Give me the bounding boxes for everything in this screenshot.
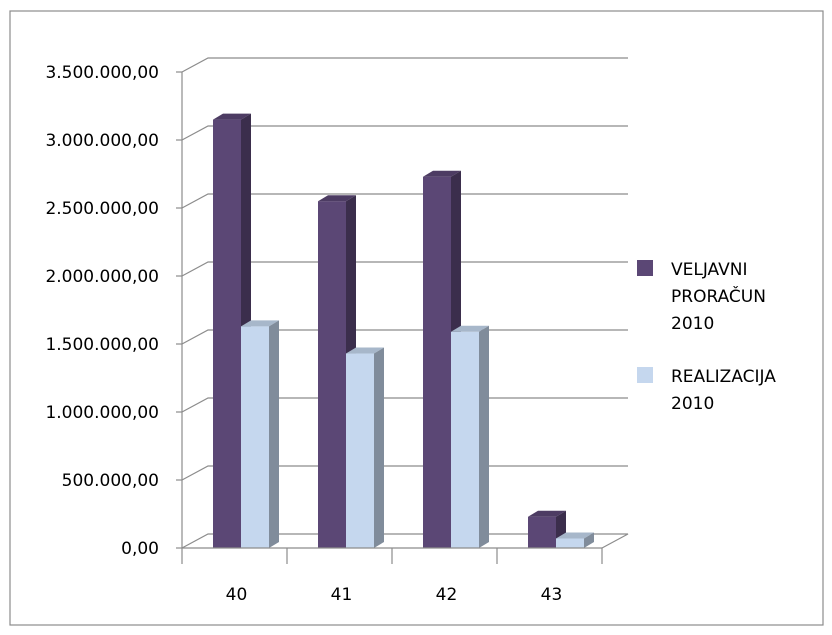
y-tick-label: 1.500.000,00 [45,335,159,355]
bar-top-face [556,532,594,539]
y-axis-tick-labels: 0,00 500.000,00 1.000.000,00 1.500.000,0… [45,63,159,559]
bar-top-face [346,347,384,354]
bar-top-face [318,195,356,202]
bar [241,320,279,548]
legend-label-line: REALIZACIJA [671,367,776,387]
bar-front-face [451,331,479,548]
legend-label-line: VELJAVNI [671,260,747,280]
bar-front-face [423,176,451,548]
legend-label-line: 2010 [671,394,714,414]
gridline [181,261,628,277]
x-tick-label: 42 [436,585,458,605]
x-tick-label: 41 [331,585,353,605]
legend: VELJAVNI PRORAČUN 2010 REALIZACIJA 2010 [637,260,781,414]
bar-top-face [528,510,566,517]
legend-label-line: 2010 [671,314,714,334]
y-tick-label: 500.000,00 [62,471,159,491]
y-tick-label: 3.000.000,00 [45,131,159,151]
bar-front-face [213,119,241,548]
bar-side-face [374,347,384,548]
y-tick-label: 2.000.000,00 [45,267,159,287]
bar-front-face [318,201,346,548]
bar-front-face [556,538,584,548]
legend-swatch-realizacija [637,367,653,383]
floor-outline [181,533,629,549]
legend-label-realizacija: REALIZACIJA 2010 [671,367,781,414]
bar-front-face [528,516,556,548]
bars [213,113,594,548]
bar-side-face [269,320,279,548]
legend-label-veljavni: VELJAVNI PRORAČUN 2010 [671,260,771,334]
legend-swatch-veljavni [637,260,653,276]
bar [556,532,594,548]
bar-top-face [241,320,279,327]
bar-top-face [213,113,251,120]
x-tick-label: 40 [226,585,248,605]
y-tick-label: 0,00 [121,539,159,559]
gridline [181,125,628,141]
x-axis [181,547,603,564]
chart-frame [9,10,824,626]
bar-top-face [423,170,461,177]
bar [451,325,489,548]
chart-walls [181,72,629,549]
y-tick-label: 3.500.000,00 [45,63,159,83]
gridlines [176,57,628,549]
bar-front-face [241,326,269,548]
gridline [181,193,628,209]
bar-side-face [584,532,594,548]
bar-front-face [346,353,374,548]
bar [346,347,384,548]
y-tick-label: 2.500.000,00 [45,199,159,219]
gridline [181,57,628,73]
x-axis-tick-labels: 40 41 42 43 [226,585,563,605]
legend-label-line: PRORAČUN [671,285,766,307]
y-tick-label: 1.000.000,00 [45,403,159,423]
bar-side-face [479,325,489,548]
bar-top-face [451,325,489,332]
x-tick-label: 43 [541,585,563,605]
